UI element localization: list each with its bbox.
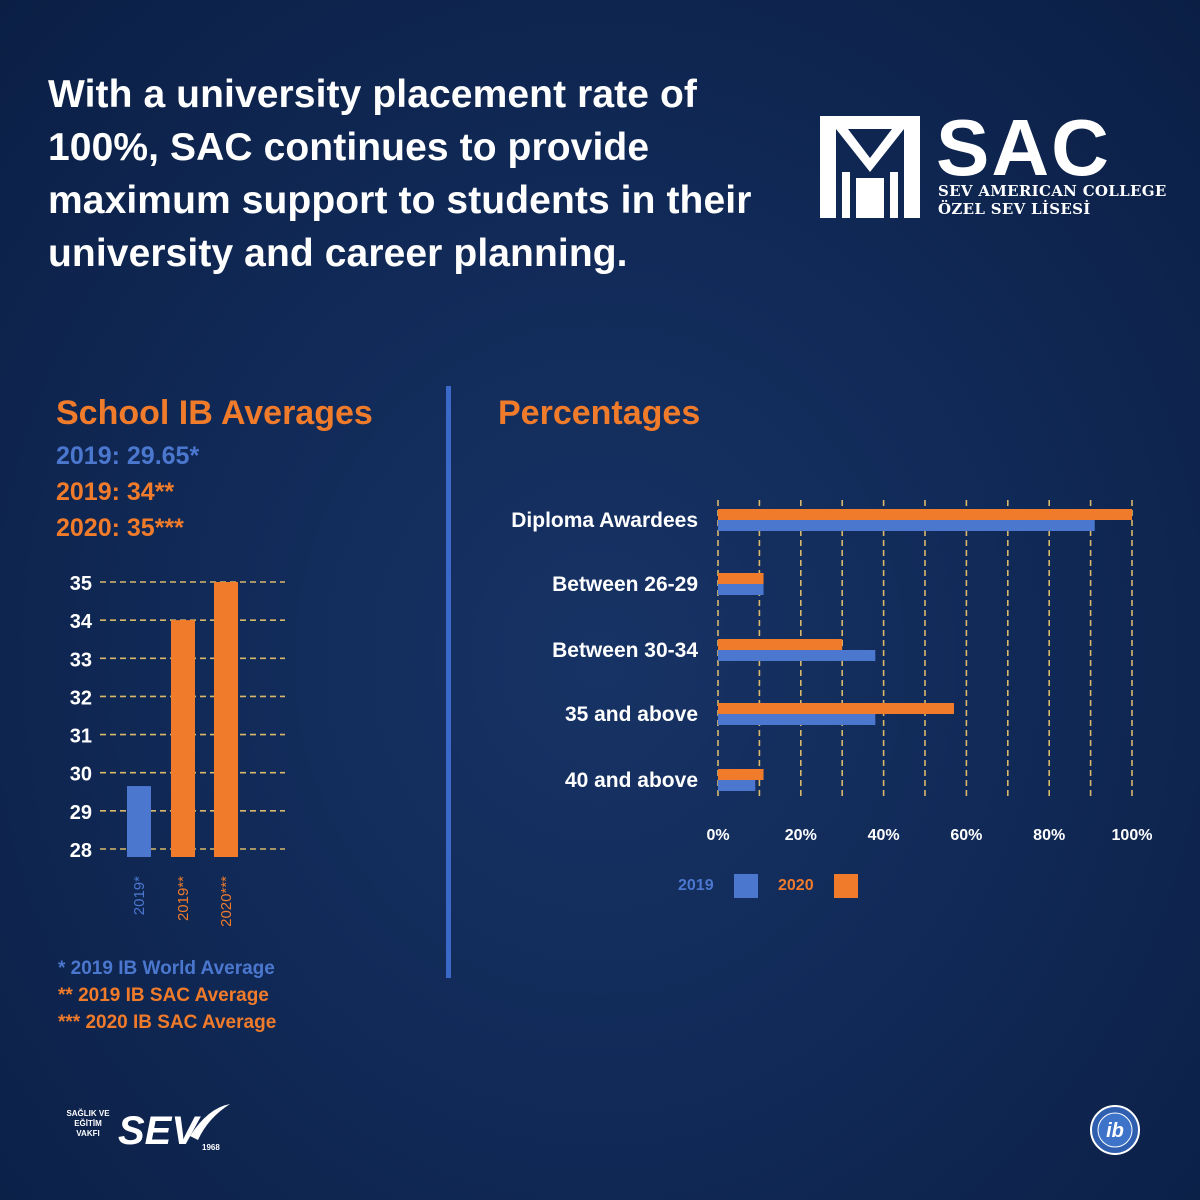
ib-bar bbox=[127, 786, 151, 857]
svg-text:1968: 1968 bbox=[202, 1143, 220, 1152]
pct-bar-2019 bbox=[718, 650, 876, 661]
svg-text:SAĞLIK VE: SAĞLIK VE bbox=[66, 1109, 110, 1118]
ib-average-line-2: 2019: 34** bbox=[56, 478, 175, 506]
pct-category-label: Between 30-34 bbox=[552, 639, 698, 662]
pct-x-tick-label: 100% bbox=[1112, 827, 1153, 844]
pct-category-label: Between 26-29 bbox=[552, 573, 698, 596]
pct-x-tick-label: 40% bbox=[868, 827, 900, 844]
pct-category-label: 35 and above bbox=[565, 703, 698, 726]
footnote-1: * 2019 IB World Average bbox=[58, 958, 275, 979]
pct-bar-2020 bbox=[718, 573, 764, 584]
ib-y-tick-label: 34 bbox=[70, 611, 93, 633]
pct-x-tick-label: 20% bbox=[785, 827, 817, 844]
percentages-title: Percentages bbox=[498, 394, 701, 432]
pct-bar-2019 bbox=[718, 780, 756, 791]
ib-y-tick-label: 31 bbox=[70, 726, 92, 748]
pct-bar-2019 bbox=[718, 714, 876, 725]
ib-logo: ib bbox=[1089, 1104, 1141, 1156]
sac-subtitle-1: SEV AMERICAN COLLEGE bbox=[938, 182, 1167, 200]
pct-bar-2020 bbox=[718, 509, 1132, 520]
svg-text:VAKFI: VAKFI bbox=[76, 1129, 99, 1138]
legend-label-2020: 2020 bbox=[778, 877, 814, 894]
pct-bar-2020 bbox=[718, 703, 954, 714]
sev-foundation-logo: SAĞLIK VE EĞİTİM VAKFI SEV 1968 bbox=[58, 1100, 238, 1160]
ib-averages-chart: 28 29 30 31 32 33 34 35 2019* 2019** 2020*** bbox=[70, 573, 285, 927]
sac-wordmark: SAC bbox=[936, 103, 1111, 192]
ib-average-line-3: 2020: 35*** bbox=[56, 514, 184, 542]
pct-bar-2020 bbox=[718, 639, 843, 650]
sac-logo: SAC SEV AMERICAN COLLEGE ÖZEL SEV LİSESİ bbox=[818, 108, 1178, 224]
ib-y-tick-label: 29 bbox=[70, 802, 92, 824]
ib-y-tick-label: 32 bbox=[70, 687, 92, 709]
ib-y-tick-label: 30 bbox=[70, 764, 92, 786]
section-divider bbox=[446, 386, 451, 978]
legend-swatch-2020 bbox=[834, 874, 858, 898]
ib-y-tick-label: 33 bbox=[70, 649, 92, 671]
svg-text:ib: ib bbox=[1106, 1120, 1124, 1142]
ib-averages-title: School IB Averages bbox=[56, 394, 373, 432]
footnote-3: *** 2020 IB SAC Average bbox=[58, 1012, 277, 1033]
ib-x-tick-label: 2019* bbox=[131, 876, 148, 915]
pct-x-tick-label: 60% bbox=[950, 827, 982, 844]
sac-subtitle-2: ÖZEL SEV LİSESİ bbox=[938, 200, 1091, 218]
pct-bar-2020 bbox=[718, 769, 764, 780]
ib-x-tick-label: 2019** bbox=[175, 876, 192, 921]
ib-bar bbox=[214, 582, 238, 857]
sac-gate-logo-icon bbox=[820, 116, 920, 218]
ib-y-tick-label: 28 bbox=[70, 840, 92, 862]
pct-bar-2019 bbox=[718, 584, 764, 595]
svg-text:SEV: SEV bbox=[118, 1109, 201, 1153]
ib-y-tick-label: 35 bbox=[70, 573, 92, 595]
ib-bar bbox=[171, 620, 195, 857]
sev-foundation-logo-icon: SAĞLIK VE EĞİTİM VAKFI SEV 1968 bbox=[66, 1104, 230, 1153]
svg-text:EĞİTİM: EĞİTİM bbox=[74, 1119, 102, 1128]
ib-x-tick-label: 2020*** bbox=[218, 876, 235, 927]
percentages-chart: 0% 20% 40% 60% 80% 100% Diploma Awardees Betwee… bbox=[511, 500, 1153, 898]
legend-swatch-2019 bbox=[734, 874, 758, 898]
pct-x-tick-label: 80% bbox=[1033, 827, 1065, 844]
pct-category-label: Diploma Awardees bbox=[511, 509, 698, 532]
pct-category-label: 40 and above bbox=[565, 769, 698, 792]
pct-x-tick-label: 0% bbox=[706, 827, 729, 844]
legend-label-2019: 2019 bbox=[678, 877, 714, 894]
pct-bar-2019 bbox=[718, 520, 1095, 531]
ib-average-line-1: 2019: 29.65* bbox=[56, 442, 200, 470]
headline: With a university placement rate of 100%… bbox=[48, 73, 752, 275]
ib-globe-logo-icon: ib bbox=[1090, 1105, 1140, 1155]
footnote-2: ** 2019 IB SAC Average bbox=[58, 985, 269, 1006]
